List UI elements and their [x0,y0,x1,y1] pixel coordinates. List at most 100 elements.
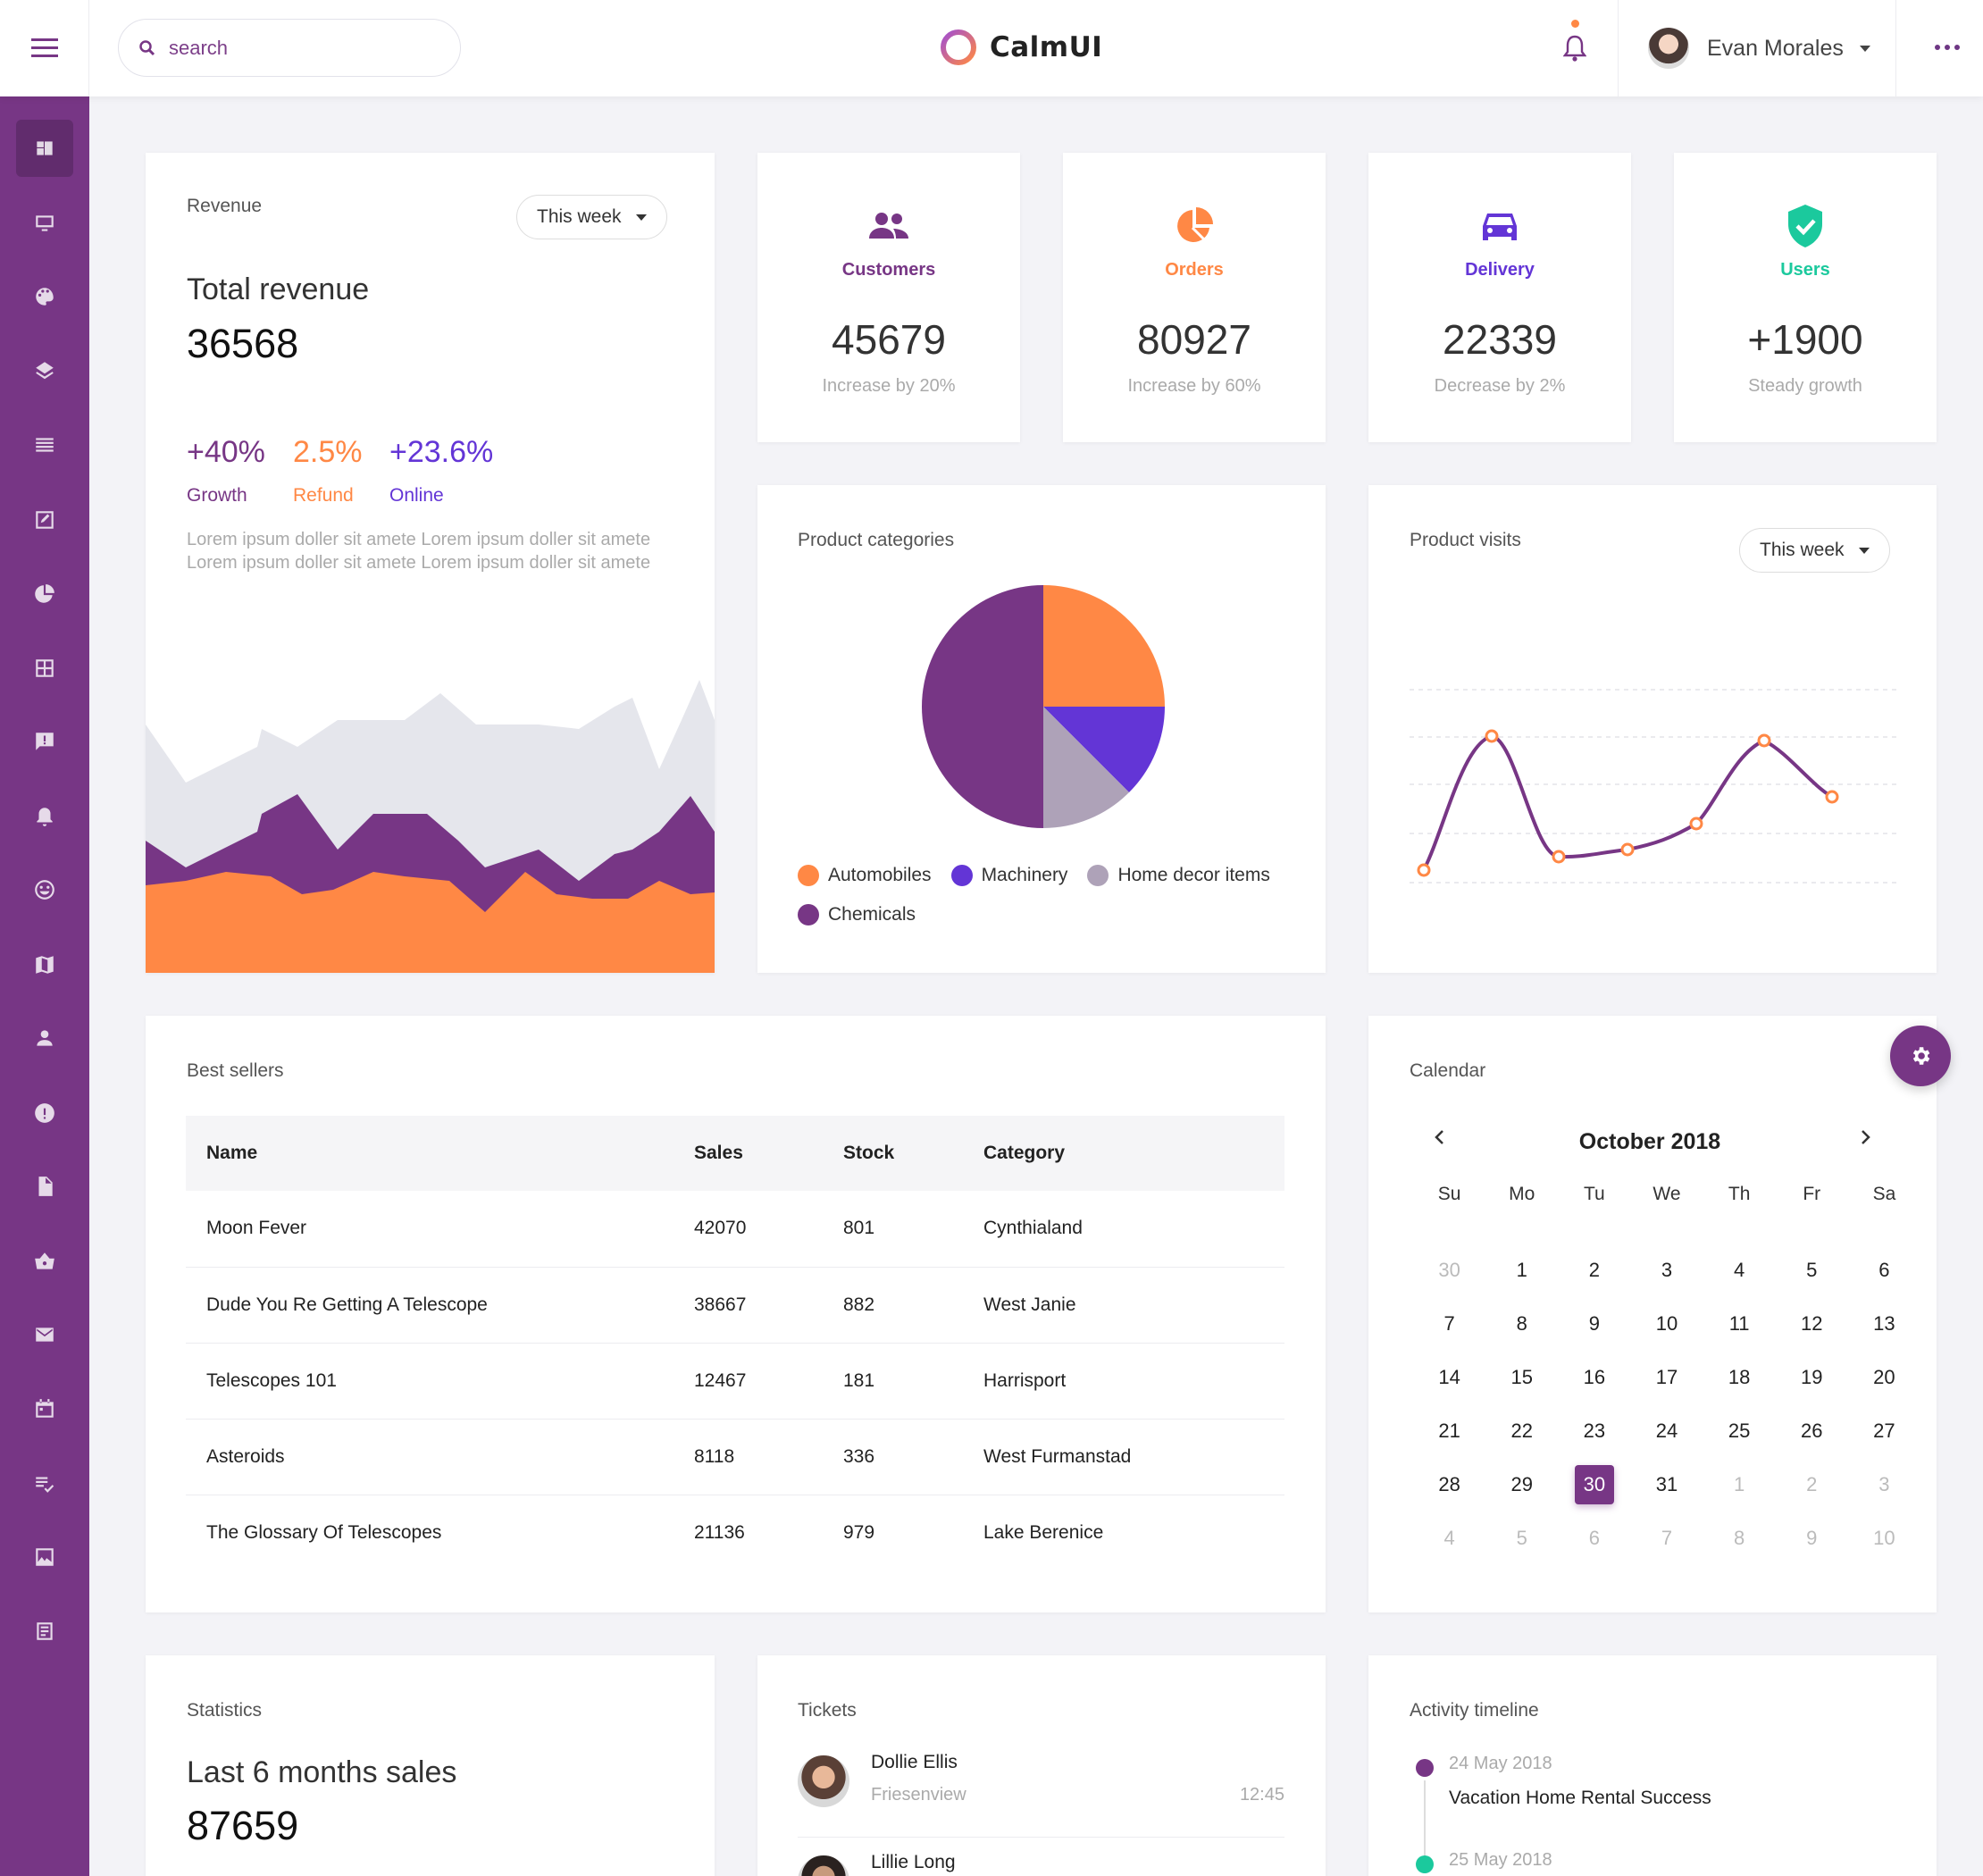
calendar-day[interactable]: 18 [1728,1366,1751,1388]
calendar-day[interactable]: 21 [1438,1420,1460,1442]
column-header-name[interactable]: Name [186,1116,694,1191]
day-of-week: Th [1728,1184,1751,1204]
brand-name: CalmUI [990,31,1103,63]
calendar-day[interactable]: 10 [1873,1527,1895,1549]
column-header-sales[interactable]: Sales [694,1116,843,1191]
sidebar-item-layers[interactable] [16,342,73,399]
calendar-day-selected[interactable]: 30 [1558,1458,1630,1512]
sidebar-item-forms[interactable] [16,491,73,549]
legend-item[interactable]: Automobiles [798,865,932,886]
settings-fab-button[interactable] [1890,1026,1951,1086]
users-icon [869,213,908,239]
refund-value: 2.5% [293,435,363,469]
calendar-day[interactable]: 2 [1588,1259,1600,1281]
menu-toggle-button[interactable] [0,0,89,96]
notifications-button[interactable] [1559,20,1594,73]
calendar-day[interactable]: 14 [1438,1366,1460,1388]
calendar-day[interactable]: 27 [1873,1420,1895,1442]
legend-item[interactable]: Machinery [950,865,1067,886]
search-input[interactable] [169,36,419,60]
calendar-day[interactable]: 8 [1516,1312,1527,1335]
timeline-item[interactable]: 25 May 2018 [1409,1850,1909,1876]
brand-logo[interactable]: CalmUI [938,27,1102,68]
calendar-day[interactable]: 3 [1878,1473,1890,1495]
calendar-day[interactable]: 11 [1728,1312,1750,1335]
calendar-day[interactable]: 22 [1510,1420,1533,1442]
calendar-day[interactable]: 29 [1510,1473,1533,1495]
sidebar-item-emoji[interactable] [16,861,73,918]
legend-item[interactable]: Chemicals [798,904,916,925]
legend-item[interactable]: Home decor items [1087,865,1270,886]
revenue-range-dropdown[interactable]: This week [516,195,667,239]
calendar-day[interactable]: 28 [1438,1473,1460,1495]
sidebar-item-dashboard[interactable] [16,120,73,177]
calendar-day[interactable]: 25 [1728,1420,1751,1442]
sidebar-item-errors[interactable] [16,1085,73,1142]
column-header-category[interactable]: Category [983,1116,1284,1191]
sidebar-item-charts[interactable] [16,565,73,623]
sidebar-item-feedback[interactable] [16,713,73,770]
sidebar-item-desktop[interactable] [16,195,73,252]
pie-chart-icon [35,584,54,603]
calendar-day[interactable]: 9 [1588,1312,1600,1335]
column-header-stock[interactable]: Stock [843,1116,983,1191]
calendar-day[interactable]: 12 [1801,1312,1823,1335]
table-row[interactable]: Telescopes 101 12467 181 Harrisport [186,1343,1284,1420]
calendar-day[interactable]: 26 [1801,1420,1823,1442]
calendar-day[interactable]: 20 [1873,1366,1895,1388]
pie-slice-chemicals [922,585,1043,828]
calendar-day[interactable]: 30 [1438,1259,1460,1281]
visits-range-dropdown[interactable]: This week [1739,528,1890,573]
sidebar-item-list[interactable] [16,416,73,473]
calendar-day[interactable]: 6 [1588,1527,1600,1549]
calendar-day[interactable]: 24 [1655,1420,1678,1442]
sidebar-item-documents[interactable] [16,1158,73,1215]
sidebar-item-shop[interactable] [16,1233,73,1290]
calendar-day[interactable]: 13 [1873,1312,1895,1335]
previous-month-button[interactable] [1433,1125,1447,1152]
sidebar-item-gallery[interactable] [16,1528,73,1586]
table-row[interactable]: Dude You Re Getting A Telescope 38667 882 W… [186,1267,1284,1344]
sidebar-item-theme[interactable] [16,268,73,325]
calendar-day[interactable]: 19 [1801,1366,1823,1388]
calendar-day[interactable]: 1 [1734,1473,1745,1495]
calendar-day[interactable]: 4 [1443,1527,1455,1549]
calendar-day[interactable]: 1 [1516,1259,1527,1281]
sidebar-item-maps[interactable] [16,936,73,993]
calendar-day[interactable]: 10 [1655,1312,1678,1335]
calendar-day[interactable]: 5 [1806,1259,1818,1281]
day-of-week: Tu [1583,1184,1605,1204]
sidebar-item-tables[interactable] [16,640,73,697]
next-month-button[interactable] [1858,1125,1872,1152]
user-menu[interactable]: Evan Morales [1618,0,1896,96]
ticket-item[interactable]: Lillie Long [798,1845,1284,1876]
calendar-day[interactable]: 16 [1583,1366,1606,1388]
sidebar-item-calendar[interactable] [16,1380,73,1437]
calendar-day[interactable]: 3 [1661,1259,1673,1281]
search-box[interactable] [118,19,461,77]
sidebar-item-profile[interactable] [16,1009,73,1067]
calendar-day[interactable]: 5 [1516,1527,1527,1549]
sidebar-item-notifications[interactable] [16,788,73,845]
calendar-day[interactable]: 15 [1510,1366,1533,1388]
calendar-day[interactable]: 7 [1661,1527,1673,1549]
kpi-value: 45679 [832,316,946,363]
table-row[interactable]: Asteroids 8118 336 West Furmanstad [186,1419,1284,1495]
table-row[interactable]: The Glossary Of Telescopes 21136 979 Lake B… [186,1495,1284,1570]
calendar-day[interactable]: 4 [1734,1259,1745,1281]
calendar-day[interactable]: 8 [1734,1527,1745,1549]
sidebar-item-tasks[interactable] [16,1454,73,1512]
calendar-day[interactable]: 17 [1655,1366,1678,1388]
ticket-item[interactable]: Dollie Ellis Friesenview 12:45 [798,1745,1284,1838]
calendar-day[interactable]: 7 [1443,1312,1455,1335]
calendar-day[interactable]: 2 [1806,1473,1818,1495]
sidebar-item-pages[interactable] [16,1603,73,1660]
calendar-day[interactable]: 23 [1583,1420,1606,1442]
timeline-item[interactable]: 24 May 2018 Vacation Home Rental Success [1409,1754,1909,1859]
calendar-day[interactable]: 9 [1806,1527,1818,1549]
more-options-button[interactable] [1920,34,1974,61]
sidebar-item-mail[interactable] [16,1306,73,1363]
calendar-day[interactable]: 31 [1655,1473,1678,1495]
table-row[interactable]: Moon Fever 42070 801 Cynthialand [186,1191,1284,1268]
calendar-day[interactable]: 6 [1878,1259,1890,1281]
